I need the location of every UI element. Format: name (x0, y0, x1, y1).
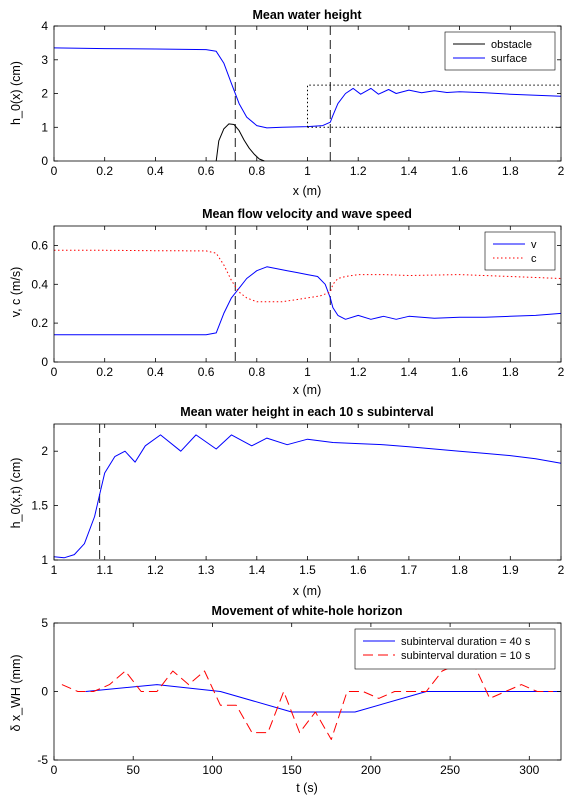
panel-4: Movement of white-hole horizon t (s) δ x… (9, 604, 402, 795)
panel-3-xtick-label-6: 1.5 (299, 563, 316, 577)
panel-1-xtick-label-1: 0 (51, 164, 58, 178)
panel-2-xtick-label-8: 1.4 (401, 365, 418, 379)
panel-1-series-1-line (215, 123, 265, 162)
panel-4-xlabel: t (s) (296, 781, 318, 795)
panel-2-legend-box (484, 231, 556, 271)
panel-3-xtick-label-1: 1 (51, 563, 58, 577)
panel-2-series-1-line (54, 266, 562, 336)
panel-4-xtick-label-5: 200 (361, 763, 381, 777)
panel-2-xtick-label-3: 0.4 (147, 365, 164, 379)
panel-1-xtick-label-3: 0.4 (147, 164, 164, 178)
panel-4-xtick-label-1: 0 (51, 763, 58, 777)
panel-3-series-1-line (53, 434, 562, 559)
panel-1-xtick-label-5: 0.8 (248, 164, 265, 178)
panel-3-ytick-label-2: 1.5 (31, 499, 48, 513)
panel-1-legend-box (444, 31, 556, 71)
panel-4-xtick-label-7: 300 (519, 763, 539, 777)
panel-3-xtick-label-7: 1.6 (350, 563, 367, 577)
panel-2-ylabel: v, c (m/s) (9, 267, 23, 317)
panel-4-legend-label-1: subinterval duration = 40 s (401, 636, 531, 648)
panel-1-legend-label-2: surface (491, 53, 527, 65)
panel-3-ylabel: h_0(x,t) (cm) (9, 458, 23, 529)
panel-1-series-2-line (53, 47, 562, 129)
panel-2-xtick-label-4: 0.6 (198, 365, 215, 379)
panel-3-title: Mean water height in each 10 s subinterv… (180, 405, 434, 419)
panel-1-xtick-label-6: 1 (304, 164, 311, 178)
panel-2-title: Mean flow velocity and wave speed (202, 207, 412, 221)
panel-4-xtick-label-2: 50 (127, 763, 141, 777)
panel-3-xtick-label-2: 1.1 (96, 563, 113, 577)
panel-2-legend-label-1: v (531, 239, 537, 251)
panel-1-xtick-label-2: 0.2 (96, 164, 113, 178)
panel-4-xtick-label-3: 100 (202, 763, 222, 777)
panel-4-ytick-label-2: 0 (41, 685, 48, 699)
panel-2-ytick-label-2: 0.2 (31, 316, 48, 330)
panel-4-legend-box (354, 628, 556, 670)
panel-2-legend-label-2: c (531, 253, 537, 265)
panel-4-title: Movement of white-hole horizon (212, 604, 403, 618)
panel-1-ytick-label-1: 0 (41, 154, 48, 168)
panel-3-xtick-label-3: 1.2 (147, 563, 164, 577)
panel-2: Mean flow velocity and wave speed x (m) … (9, 207, 412, 397)
panel-2-xtick-label-9: 1.6 (451, 365, 468, 379)
panel-2-xtick-label-6: 1 (304, 365, 311, 379)
panel-2-xlabel: x (m) (293, 383, 321, 397)
panel-4-legend-label-2: subinterval duration = 10 s (401, 650, 531, 662)
panel-3: Mean water height in each 10 s subinterv… (9, 405, 434, 598)
panel-2-plot-area (54, 226, 561, 362)
panel-2-xtick-label-1: 0 (51, 365, 58, 379)
panel-3-plot-area (54, 424, 561, 560)
panel-2-ytick-label-3: 0.4 (31, 277, 48, 291)
panel-3-ytick-label-1: 1 (41, 553, 48, 567)
panel-1-legend-label-1: obstacle (491, 39, 532, 51)
panel-4-xtick-label-6: 250 (440, 763, 460, 777)
panel-2-xtick-label-10: 1.8 (502, 365, 519, 379)
panel-3-xtick-label-11: 2 (558, 563, 565, 577)
panel-1-ytick-label-3: 2 (41, 87, 48, 101)
panel-4-ytick-label-1: -5 (37, 753, 48, 767)
panel-1-xtick-label-11: 2 (558, 164, 565, 178)
panel-3-xtick-label-5: 1.4 (248, 563, 265, 577)
panel-2-ytick-label-4: 0.6 (31, 238, 48, 252)
panel-3-xlabel: x (m) (293, 584, 321, 598)
panel-2-series-2-line (54, 249, 562, 303)
panel-2-ytick-label-1: 0 (41, 355, 48, 369)
panel-3-xtick-label-10: 1.9 (502, 563, 519, 577)
panel-1-xtick-label-10: 1.8 (502, 164, 519, 178)
panel-1: Mean water height x (m) h_0(x) (cm) (9, 8, 362, 198)
panel-2-xtick-label-11: 2 (558, 365, 565, 379)
panel-1-xtick-label-7: 1.2 (350, 164, 367, 178)
panel-2-xtick-label-5: 0.8 (248, 365, 265, 379)
panel-1-ytick-label-5: 4 (41, 19, 48, 33)
panel-1-ytick-label-4: 3 (41, 53, 48, 67)
panel-1-xtick-label-4: 0.6 (198, 164, 215, 178)
panel-2-xtick-label-2: 0.2 (96, 365, 113, 379)
panel-3-xtick-label-4: 1.3 (198, 563, 215, 577)
panel-4-ylabel: δ x_WH (mm) (9, 654, 23, 731)
panel-1-title: Mean water height (252, 8, 362, 22)
panel-3-ytick-label-3: 2 (41, 444, 48, 458)
panel-4-ytick-label-3: 5 (41, 616, 48, 630)
panel-1-xtick-label-9: 1.6 (451, 164, 468, 178)
panel-3-xtick-label-8: 1.7 (401, 563, 418, 577)
panel-1-xlabel: x (m) (293, 184, 321, 198)
panel-4-series-1-line (85, 684, 561, 713)
panel-1-ytick-label-2: 1 (41, 120, 48, 134)
panel-3-xtick-label-9: 1.8 (451, 563, 468, 577)
panel-2-xtick-label-7: 1.2 (350, 365, 367, 379)
panel-1-xtick-label-8: 1.4 (401, 164, 418, 178)
panel-4-xtick-label-4: 150 (282, 763, 302, 777)
panel-1-ylabel: h_0(x) (cm) (9, 61, 23, 125)
